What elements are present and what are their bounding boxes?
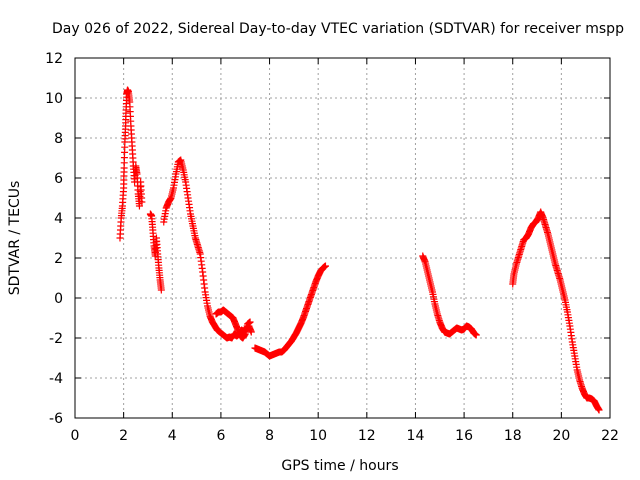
data-points — [116, 86, 603, 414]
x-tick-label: 18 — [504, 428, 522, 444]
x-tick-label: 6 — [216, 428, 225, 444]
data-point — [157, 286, 165, 294]
x-tick-label: 22 — [601, 428, 619, 444]
x-axis-label: GPS time / hours — [281, 458, 398, 474]
y-tick-label: 6 — [54, 171, 63, 187]
x-tick-label: 12 — [358, 428, 376, 444]
y-tick-label: 10 — [45, 91, 63, 107]
plot-frame — [74, 57, 611, 419]
x-tick-label: 0 — [71, 428, 80, 444]
y-tick-label: -6 — [49, 411, 63, 427]
data-point — [138, 198, 146, 206]
y-tick-label: 4 — [54, 211, 63, 227]
chart-title: Day 026 of 2022, Sidereal Day-to-day VTE… — [52, 21, 624, 37]
x-tick-label: 16 — [455, 428, 473, 444]
data-point — [595, 406, 603, 414]
data-point — [472, 331, 480, 339]
x-tick-label: 10 — [309, 428, 327, 444]
y-tick-label: 8 — [54, 131, 63, 147]
y-tick-label: 12 — [45, 51, 63, 67]
y-axis-label: SDTVAR / TECUs — [7, 181, 23, 296]
data-point — [246, 318, 254, 326]
y-tick-label: 2 — [54, 251, 63, 267]
y-tick-label: -2 — [49, 331, 63, 347]
axes — [74, 57, 611, 419]
y-tick-label: -4 — [49, 371, 63, 387]
tick-labels: 0 2 4 6 8 10 12 14 16 18 20 22 -6 -4 -2 0 2 4 6 8 10 12 — [45, 51, 619, 444]
x-tick-label: 4 — [168, 428, 177, 444]
data-point — [321, 262, 329, 270]
x-tick-label: 20 — [552, 428, 570, 444]
x-tick-label: 8 — [265, 428, 274, 444]
y-tick-label: 0 — [54, 291, 63, 307]
x-tick-label: 14 — [407, 428, 425, 444]
x-tick-label: 2 — [119, 428, 128, 444]
